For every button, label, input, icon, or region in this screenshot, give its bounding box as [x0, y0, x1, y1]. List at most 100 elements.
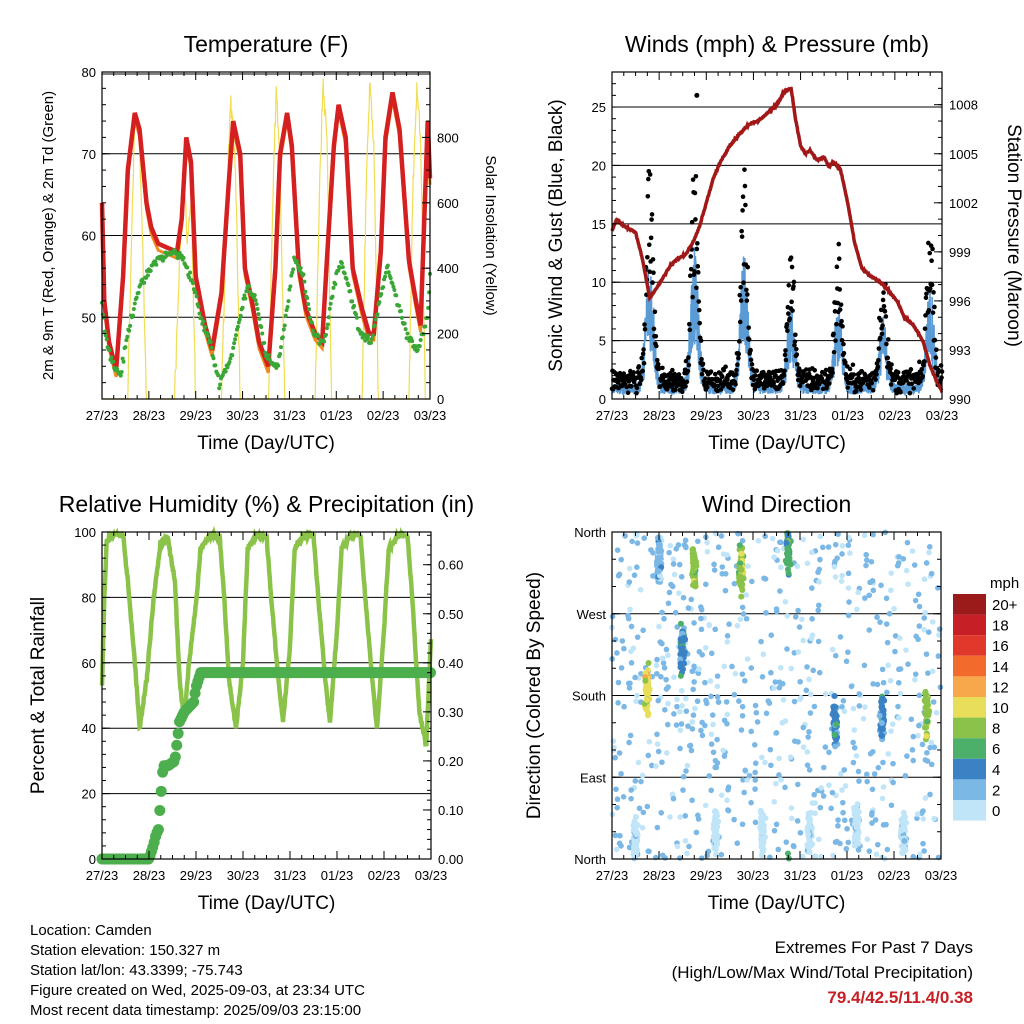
- direction-point: [879, 795, 886, 802]
- direction-point: [660, 655, 666, 662]
- direction-point: [816, 566, 823, 573]
- gust-point: [837, 287, 842, 292]
- direction-point: [674, 843, 681, 850]
- gust-point: [640, 368, 645, 374]
- direction-point: [689, 546, 696, 553]
- direction-point: [720, 747, 726, 754]
- direction-point: [703, 700, 710, 707]
- y-tick-label: 0: [89, 852, 96, 867]
- direction-point: [888, 570, 895, 576]
- direction-point: [800, 536, 807, 543]
- gust-point: [699, 371, 705, 377]
- gust-point: [703, 376, 708, 381]
- direction-point: [806, 849, 813, 856]
- gust-point: [730, 387, 736, 393]
- direction-point: [829, 789, 836, 796]
- gust-point: [789, 299, 794, 305]
- y2-tick-label: 996: [949, 294, 971, 309]
- direction-point: [831, 692, 838, 699]
- direction-point: [839, 703, 845, 710]
- dewpoint-point: [324, 326, 329, 331]
- legend-label: 2: [992, 782, 1000, 799]
- direction-point: [880, 679, 887, 686]
- direction-point: [819, 544, 826, 551]
- panel-title: Wind Direction: [702, 491, 852, 517]
- direction-point: [710, 749, 717, 756]
- gust-point: [645, 254, 650, 260]
- direction-point: [738, 583, 745, 590]
- direction-point: [870, 587, 877, 594]
- gust-point: [670, 367, 675, 373]
- direction-point: [662, 855, 668, 861]
- direction-point: [927, 744, 933, 751]
- station-info: Location: Camden Station elevation: 150.…: [30, 921, 365, 1021]
- direction-point: [755, 538, 762, 544]
- direction-point: [688, 747, 695, 754]
- dewpoint-point: [276, 363, 281, 368]
- legend-label: 16: [992, 638, 1009, 655]
- dewpoint-point: [128, 323, 133, 328]
- gust-point: [642, 326, 648, 332]
- direction-point: [615, 679, 622, 686]
- direction-point: [880, 822, 887, 828]
- dewpoint-point: [218, 382, 223, 387]
- direction-point: [914, 815, 920, 822]
- dewpoint-point: [132, 301, 137, 306]
- direction-point: [639, 825, 646, 831]
- gust-point: [836, 256, 842, 262]
- gust-point: [688, 266, 694, 272]
- direction-point: [777, 539, 783, 546]
- gust-point: [739, 234, 745, 239]
- y2-axis-label: Solar Insolation (Yellow): [482, 155, 499, 315]
- direction-point: [738, 593, 745, 600]
- direction-point: [816, 836, 822, 843]
- direction-point: [867, 750, 874, 757]
- dewpoint-point: [145, 273, 150, 278]
- dewpoint-point: [211, 356, 216, 361]
- direction-point: [772, 679, 779, 685]
- gust-point: [704, 384, 710, 390]
- direction-point: [668, 581, 674, 588]
- dewpoint-point: [188, 270, 193, 275]
- direction-point: [669, 791, 676, 798]
- direction-point: [874, 614, 880, 621]
- gust-point: [908, 367, 914, 372]
- direction-point: [806, 767, 813, 773]
- gust-point: [792, 342, 797, 348]
- direction-point: [655, 748, 662, 755]
- direction-point: [808, 549, 815, 556]
- direction-point: [626, 844, 633, 851]
- legend-swatch: [953, 800, 986, 821]
- x-tick-label: 31/23: [273, 408, 306, 423]
- gust-point: [840, 324, 845, 329]
- direction-point: [877, 725, 884, 732]
- gust-point: [694, 246, 700, 252]
- direction-point: [736, 698, 742, 704]
- gust-point: [646, 176, 651, 182]
- direction-point: [726, 621, 732, 627]
- direction-point: [883, 595, 890, 602]
- direction-point: [708, 787, 715, 794]
- temp-2m-line: [99, 91, 433, 371]
- dewpoint-point: [339, 261, 344, 266]
- direction-point: [714, 736, 720, 743]
- direction-point: [777, 588, 783, 594]
- direction-point: [771, 827, 778, 834]
- direction-point: [628, 787, 634, 793]
- gust-point: [629, 384, 634, 389]
- direction-point: [741, 789, 747, 796]
- gust-point: [885, 337, 891, 342]
- direction-point: [724, 720, 730, 727]
- direction-point: [895, 680, 902, 686]
- direction-point: [676, 590, 682, 596]
- dewpoint-point: [383, 274, 388, 279]
- direction-point: [841, 708, 848, 715]
- gust-point: [690, 294, 695, 300]
- dewpoint-point: [233, 337, 238, 342]
- gust-point: [920, 374, 925, 379]
- direction-point: [684, 850, 690, 857]
- direction-point: [745, 563, 751, 569]
- direction-point: [737, 616, 744, 623]
- direction-point: [876, 712, 883, 719]
- direction-point: [845, 839, 852, 846]
